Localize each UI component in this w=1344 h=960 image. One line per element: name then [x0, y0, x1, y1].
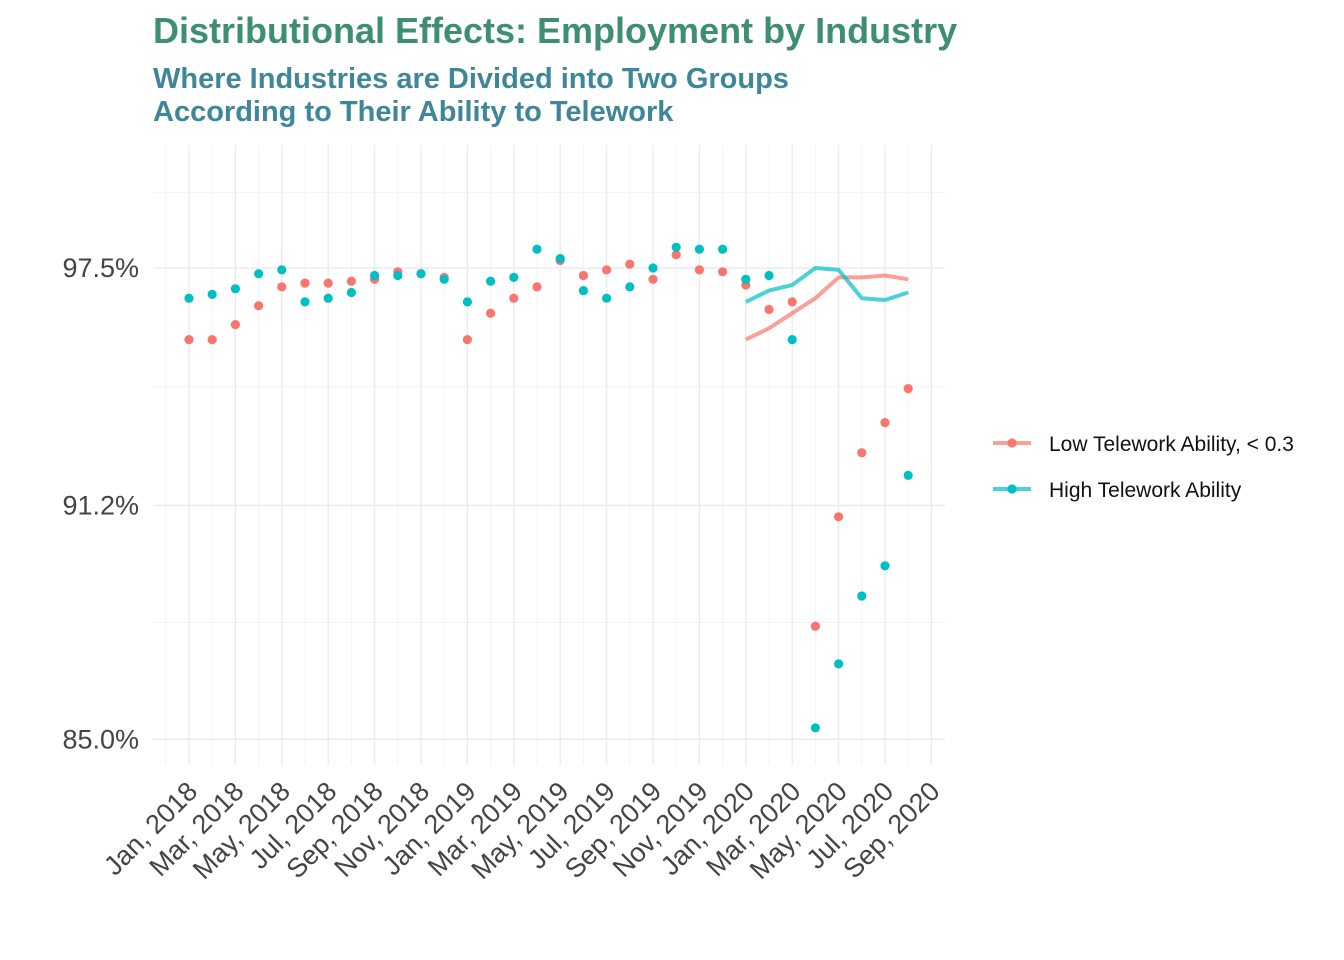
- data-point: [462, 335, 472, 345]
- data-point: [532, 244, 542, 254]
- trend-line: [744, 266, 909, 304]
- chart-subtitle-line-1: Where Industries are Divided into Two Gr…: [153, 63, 789, 95]
- data-point: [184, 335, 194, 345]
- data-point: [370, 270, 380, 281]
- data-point: [578, 270, 589, 281]
- data-point: [671, 242, 681, 252]
- data-point: [648, 263, 658, 273]
- data-points: [184, 242, 913, 733]
- data-point: [718, 267, 728, 277]
- data-point: [277, 265, 287, 275]
- data-point: [277, 282, 287, 292]
- data-point: [509, 272, 519, 282]
- trend-lines: [744, 266, 909, 342]
- data-point: [834, 659, 844, 669]
- data-point: [254, 269, 264, 279]
- data-point: [207, 335, 217, 345]
- legend-label: High Telework Ability: [1049, 479, 1242, 502]
- trend-line: [744, 273, 909, 342]
- data-point: [439, 274, 449, 284]
- y-tick-label: 97.5%: [62, 253, 139, 283]
- data-point: [393, 270, 403, 281]
- grid-minor: [153, 145, 945, 765]
- data-point: [602, 293, 612, 303]
- data-point: [323, 293, 333, 303]
- data-point: [323, 278, 333, 288]
- data-point: [509, 293, 519, 303]
- data-point: [764, 270, 774, 281]
- data-point: [300, 297, 310, 307]
- data-point: [648, 274, 658, 284]
- data-point: [184, 293, 194, 303]
- data-point: [578, 286, 589, 296]
- data-point: [625, 282, 635, 292]
- data-point: [787, 297, 797, 307]
- legend: Low Telework Ability, < 0.3 High Telework…: [993, 433, 1294, 502]
- y-tick-label: 91.2%: [62, 491, 139, 521]
- data-point: [625, 259, 635, 269]
- data-point: [300, 278, 310, 288]
- data-point: [880, 418, 890, 428]
- data-point: [207, 289, 217, 299]
- data-point: [694, 244, 705, 254]
- data-point: [416, 269, 426, 279]
- data-point: [671, 250, 681, 260]
- data-point: [346, 287, 356, 298]
- legend-key-point: [1007, 484, 1017, 494]
- data-point: [555, 254, 565, 264]
- data-point: [486, 308, 496, 318]
- grid-major: [153, 145, 945, 765]
- data-point: [486, 276, 496, 286]
- data-point: [857, 591, 867, 601]
- data-point: [462, 297, 472, 307]
- data-point: [254, 301, 264, 311]
- legend-key-point: [1007, 438, 1017, 448]
- y-tick-label: 85.0%: [62, 724, 139, 754]
- data-point: [230, 284, 240, 294]
- data-point: [230, 320, 240, 330]
- data-point: [346, 276, 356, 286]
- data-point: [764, 304, 774, 315]
- data-point: [880, 561, 890, 571]
- data-point: [602, 265, 612, 275]
- data-point: [787, 335, 797, 345]
- data-point: [741, 274, 751, 284]
- chart-title: Distributional Effects: Employment by In…: [153, 10, 957, 51]
- data-point: [903, 470, 913, 480]
- data-point: [834, 512, 844, 522]
- data-point: [857, 448, 867, 458]
- data-point: [810, 621, 821, 631]
- data-point: [810, 723, 821, 733]
- legend-label: Low Telework Ability, < 0.3: [1049, 433, 1294, 456]
- data-point: [694, 265, 705, 275]
- data-point: [903, 384, 913, 394]
- data-point: [718, 244, 728, 254]
- data-point: [532, 282, 542, 292]
- chart-subtitle-line-2: According to Their Ability to Telework: [153, 96, 674, 128]
- y-axis-ticks: 97.5% 91.2% 85.0%: [62, 253, 139, 754]
